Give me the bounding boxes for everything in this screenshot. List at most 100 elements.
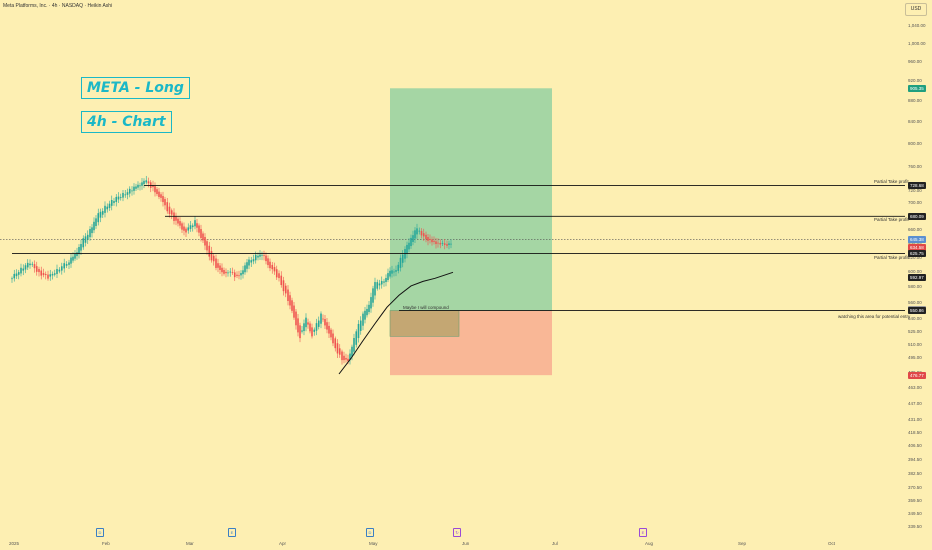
price-tick-label: 560.00 [908, 300, 922, 306]
candle-body [175, 216, 177, 221]
candle-body [185, 228, 187, 233]
price-badge: 476.77 [908, 371, 926, 379]
price-tick-label: 1,040.00 [908, 23, 926, 29]
candle-body [168, 206, 171, 214]
candle-body [376, 282, 379, 289]
candle-body [202, 233, 204, 241]
candle-body [147, 181, 150, 184]
candle-body [194, 220, 196, 227]
candle-body [13, 273, 16, 279]
candle-body [143, 180, 145, 185]
candle-body [322, 318, 324, 320]
candle-body [280, 275, 283, 286]
candle-body [84, 236, 87, 243]
dividend-icon[interactable]: D [96, 528, 104, 537]
candle-body [225, 271, 227, 274]
price-badge: 625.75 [908, 250, 926, 258]
price-tick-label: 525.00 [908, 329, 922, 335]
price-tick-label: 600.00 [908, 269, 922, 275]
candle-body [397, 264, 400, 271]
candle-body [295, 311, 297, 326]
candle-body [227, 272, 229, 274]
time-tick-label: Sep [738, 541, 747, 546]
candle-body [378, 283, 381, 286]
price-tick-label: 660.00 [908, 226, 922, 232]
candle-body [15, 273, 18, 277]
price-tick-label: 580.00 [908, 284, 922, 290]
candle-body [330, 329, 332, 338]
candle-body [156, 189, 158, 195]
candle-body [131, 190, 133, 192]
candle-body [374, 282, 376, 296]
price-badge: 592.97 [908, 274, 926, 282]
candle-body [347, 358, 349, 362]
candle-body [366, 308, 368, 316]
candle-body [113, 201, 115, 203]
candle-body [443, 243, 446, 245]
candle-body [206, 241, 208, 251]
candle-body [250, 260, 253, 263]
candle-body [38, 268, 40, 273]
candle-body [372, 288, 374, 303]
strategy-title-annotation[interactable]: META - Long [81, 77, 190, 99]
candle-body [287, 289, 289, 301]
earnings-icon[interactable]: E [639, 528, 647, 537]
time-tick-label: Mar [186, 541, 194, 546]
candle-body [76, 252, 78, 257]
candle-body [91, 227, 93, 234]
candle-body [395, 270, 397, 272]
timeframe-annotation[interactable]: 4h - Chart [81, 111, 172, 133]
entry-note: watching this area for potential entry [838, 314, 911, 319]
candle-body [353, 338, 355, 352]
candle-body [282, 280, 285, 292]
candle-body [291, 300, 293, 311]
candle-body [179, 221, 181, 226]
candle-body [24, 265, 27, 270]
price-tick-label: 720.00 [908, 187, 922, 193]
candle-body [166, 202, 169, 212]
candle-body [385, 277, 387, 283]
split-icon[interactable]: ↻ [453, 528, 461, 537]
candle-body [53, 273, 56, 275]
candle-body [439, 242, 442, 245]
price-tick-label: 349.50 [908, 511, 922, 517]
candle-body [422, 233, 425, 237]
candle-body [450, 243, 452, 245]
candle-body [177, 218, 179, 224]
price-tick-label: 960.00 [908, 59, 922, 65]
candle-body [238, 275, 240, 277]
price-tick-label: 495.00 [908, 355, 922, 361]
candle-body [275, 269, 278, 278]
candle-body [393, 271, 395, 273]
candle-body [246, 262, 248, 269]
candle-body [418, 230, 421, 232]
candle-body [307, 322, 309, 325]
earnings-icon[interactable]: E [228, 528, 236, 537]
candle-body [299, 325, 301, 339]
time-tick-label: Aug [645, 541, 654, 546]
candle-body [223, 269, 225, 274]
candle-body [309, 323, 311, 332]
price-tick-label: 431.00 [908, 417, 922, 423]
candle-body [343, 355, 345, 361]
price-badge: 645.38 [908, 236, 926, 244]
candle-body [17, 272, 20, 275]
profit-zone [390, 88, 552, 311]
candle-body [431, 239, 433, 243]
candle-body [154, 186, 156, 193]
price-tick-label: 800.00 [908, 140, 922, 146]
dividend-icon[interactable]: D [366, 528, 374, 537]
candle-body [51, 273, 54, 276]
candle-body [158, 191, 160, 197]
candle-body [162, 196, 164, 203]
candle-body [135, 186, 137, 189]
candle-body [313, 329, 316, 332]
candle-body [101, 211, 104, 215]
candle-body [137, 184, 139, 188]
candle-body [242, 270, 244, 275]
candle-body [406, 244, 408, 254]
candle-body [244, 265, 246, 273]
candle-body [370, 297, 372, 309]
currency-button[interactable]: USD [905, 3, 927, 16]
